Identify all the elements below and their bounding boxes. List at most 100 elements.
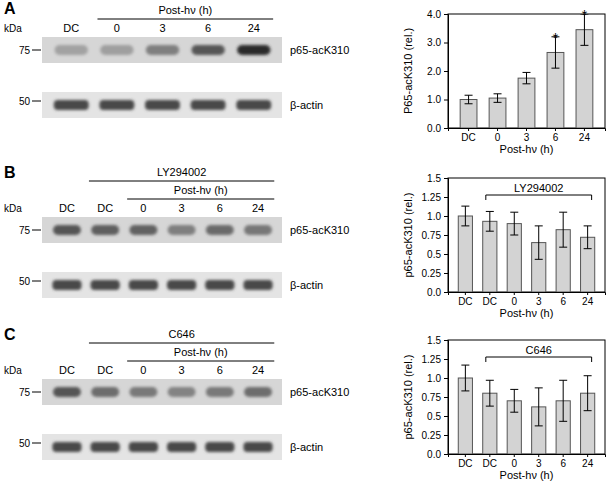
error-cap [580, 45, 588, 46]
blot-band [244, 387, 272, 397]
mw-tick [32, 443, 41, 444]
x-tick: 0 [511, 292, 517, 307]
y-tick-mark [444, 454, 448, 455]
y-tick: 4.0 [427, 9, 448, 20]
error-cap [486, 211, 494, 212]
error-cap [510, 235, 518, 236]
x-tick: 3 [536, 292, 542, 307]
marks [458, 365, 594, 454]
x-tick: 3 [536, 454, 542, 469]
unit-label: kDa [4, 203, 22, 214]
error-bar [538, 226, 539, 259]
header-line [127, 199, 274, 200]
y-tick: 0.0 [427, 123, 448, 134]
x-tick-label: 6 [560, 458, 566, 469]
blot-band [146, 45, 179, 55]
y-tick: 0.5 [427, 411, 448, 422]
error-cap [465, 95, 473, 96]
error-cap [494, 93, 502, 94]
chart: 0.00.250.50.751.01.251.5DCDC03624Post-hν… [402, 173, 606, 319]
time-header: Post-hν (h) [174, 346, 228, 358]
x-tick-label: 3 [536, 458, 542, 469]
x-tick-label: 24 [579, 132, 591, 143]
error-bar [526, 72, 527, 83]
actin-band [129, 280, 158, 290]
blot-row [42, 37, 282, 63]
blot-row [42, 434, 282, 460]
blot-band [206, 387, 234, 397]
actin-band [167, 442, 196, 452]
error-cap [486, 380, 494, 381]
lane-label: 24 [252, 364, 264, 376]
x-tick-mark [555, 128, 556, 131]
x-tick: 24 [582, 454, 594, 469]
error-cap [461, 206, 469, 207]
actin-band [52, 280, 81, 290]
y-tick-label: 0.0 [427, 287, 441, 298]
lane-label: 3 [159, 22, 165, 34]
significance: * [582, 7, 588, 23]
error-bar [465, 206, 466, 226]
error-bar [563, 380, 564, 421]
x-tick-mark [465, 454, 466, 457]
actin-band [191, 100, 226, 110]
x-tick-label: 3 [536, 296, 542, 307]
x-tick-mark [514, 454, 515, 457]
x-tick: 6 [560, 454, 566, 469]
blot-band [53, 387, 81, 397]
blot-row [42, 217, 282, 243]
header-line [127, 361, 274, 362]
y-tick-label: 0.25 [422, 430, 442, 441]
x-tick: DC [483, 292, 497, 307]
band-label: p65-acK310 [290, 386, 349, 398]
y-axis-line [444, 179, 449, 293]
actin-band [145, 100, 180, 110]
y-tick-label: 1.25 [422, 354, 442, 365]
y-axis-title: p65-acK310 (rel.) [402, 355, 414, 440]
lane-label: 24 [248, 22, 260, 34]
error-cap [535, 225, 543, 226]
x-tick-mark [587, 292, 588, 295]
y-axis: 0.01.02.03.04.0 [427, 9, 448, 134]
bar [460, 100, 477, 129]
bracket-label: LY294002 [514, 182, 563, 194]
y-tick-mark [444, 397, 448, 398]
lane-label: DC [59, 364, 75, 376]
error-cap [584, 375, 592, 376]
y-tick-mark [444, 435, 448, 436]
time-header: Post-hν (h) [174, 184, 228, 196]
y-tick: 0.25 [422, 268, 448, 279]
x-tick-label: DC [483, 296, 497, 307]
y-axis: 0.00.250.50.751.01.251.5 [422, 335, 449, 460]
x-tick-mark [514, 292, 515, 295]
actin-band [205, 442, 234, 452]
x-tick-mark [468, 128, 469, 131]
bar [483, 221, 497, 292]
y-tick-mark [444, 43, 448, 44]
x-tick-mark [489, 292, 490, 295]
y-tick: 0.75 [422, 230, 448, 241]
y-axis-title: p65-acK310 (rel.) [402, 193, 414, 278]
panel-label: A [4, 0, 16, 17]
error-cap [559, 421, 567, 422]
x-tick-label: 6 [560, 296, 566, 307]
x-tick: 0 [495, 128, 501, 143]
y-tick: 1.0 [427, 94, 448, 105]
error-bar [587, 226, 588, 249]
x-tick-mark [526, 128, 527, 131]
x-tick-label: 0 [511, 458, 517, 469]
mw-marker: 75 [19, 387, 31, 398]
bar [458, 216, 472, 292]
y-tick-label: 0.5 [427, 249, 441, 260]
error-cap [523, 72, 531, 73]
mw-tick [32, 50, 41, 51]
error-bar [563, 212, 564, 247]
y-tick-label: 1.0 [427, 373, 441, 384]
panel: APost-hν (h)DC03624kDa7550p65-acK310β-ac… [4, 0, 606, 155]
unit-label: kDa [4, 365, 22, 376]
significance: * [553, 30, 559, 46]
x-tick: DC [483, 454, 497, 469]
x-axis-title: Post-hν (h) [500, 469, 554, 481]
error-cap [465, 103, 473, 104]
x-axis-line [449, 293, 606, 296]
